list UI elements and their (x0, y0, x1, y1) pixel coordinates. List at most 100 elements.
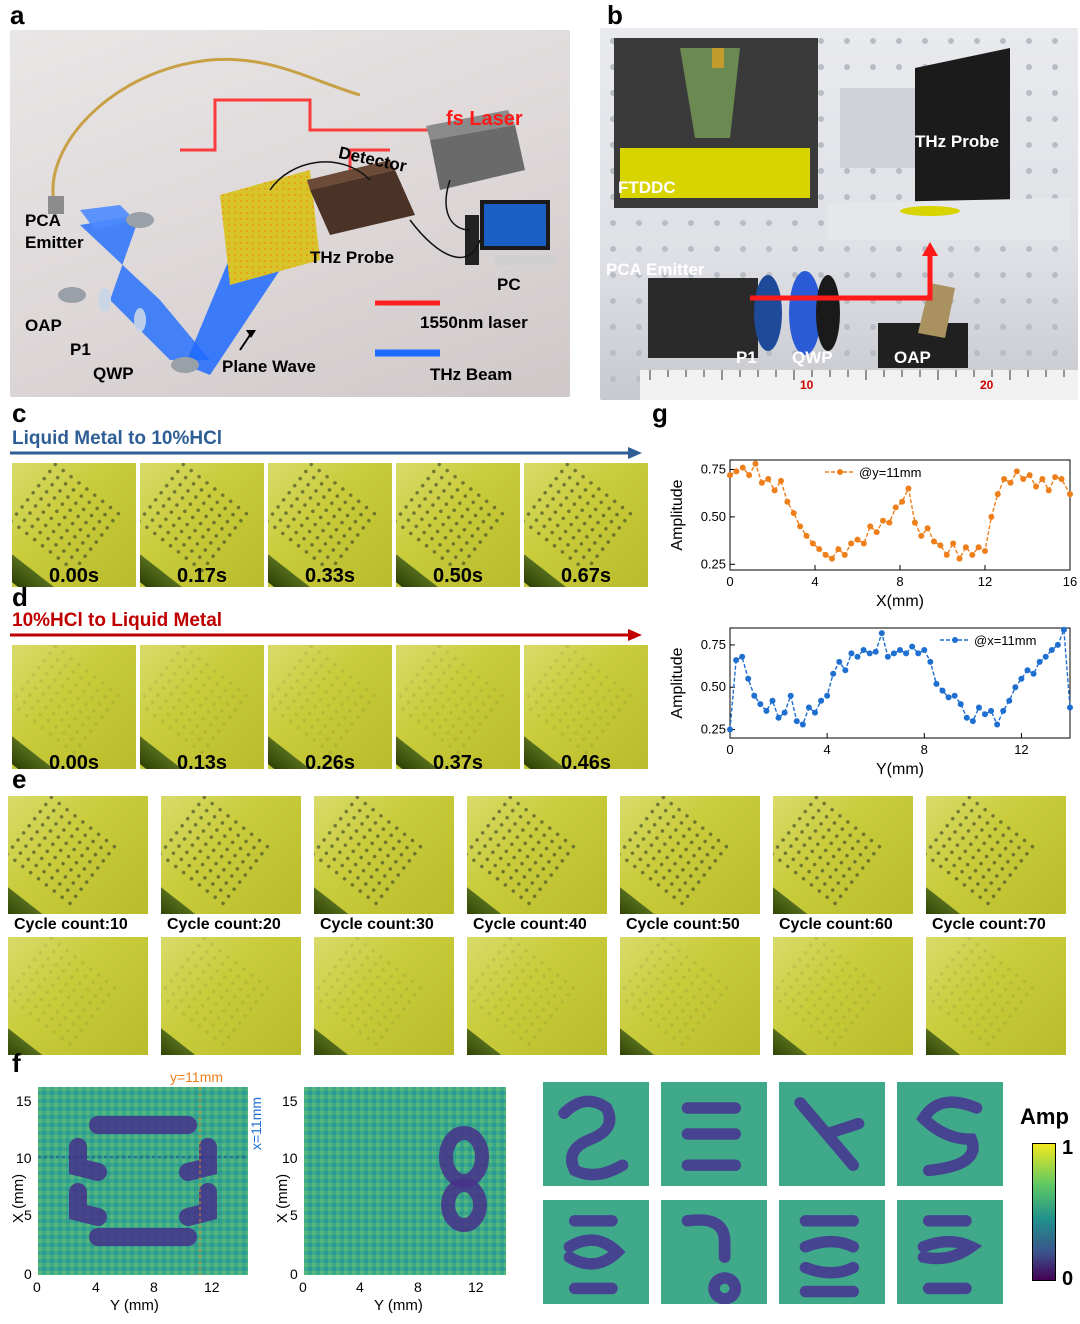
ruler-mark-20: 20 (980, 378, 994, 392)
data-point (1026, 472, 1033, 479)
hm2-ytick-5: 5 (290, 1207, 298, 1223)
data-point (905, 485, 912, 492)
data-point (1018, 675, 1025, 682)
data-point (880, 517, 886, 524)
digit-heatmap (779, 1200, 885, 1304)
plot-frame (729, 627, 1071, 739)
row-d-frame (140, 645, 264, 769)
hm1-ytick-5: 5 (24, 1207, 32, 1223)
heatmap1-xlabel: Y (mm) (110, 1297, 159, 1314)
panel-c-title: Liquid Metal to 10%HCl (12, 428, 223, 449)
data-point (1024, 667, 1031, 674)
data-point (818, 697, 825, 704)
data-point (915, 650, 922, 657)
x-tick-label: 16 (1063, 574, 1077, 589)
heatmap-partial (304, 1087, 506, 1275)
data-point (860, 647, 867, 653)
digit-heatmap (779, 1082, 885, 1186)
data-point (1012, 684, 1019, 691)
panel-d-time-label: 0.13s (176, 752, 228, 774)
data-point (778, 477, 784, 484)
x-tick-label: 8 (921, 742, 928, 757)
qwp-label-b: QWP (792, 348, 833, 367)
panel-d-time-label: 0.26s (304, 752, 356, 774)
digit-heatmap (543, 1082, 649, 1186)
p1-label: P1 (70, 340, 91, 359)
data-point (866, 650, 873, 657)
colorbar (1032, 1143, 1056, 1281)
data-point (1006, 697, 1013, 704)
plane-wave-label: Plane Wave (222, 357, 316, 376)
data-point (763, 707, 770, 714)
y-axis-label: Amplitude (669, 479, 686, 550)
heatmap2-xlabel: Y (mm) (374, 1297, 423, 1314)
data-point (1052, 474, 1059, 481)
data-point (975, 704, 982, 711)
data-point (918, 532, 925, 539)
data-point (927, 658, 934, 665)
data-point (854, 653, 861, 660)
data-point (975, 544, 982, 551)
cycle-frame-empty (8, 937, 148, 1055)
pca-emitter-label-b: PCA Emitter (606, 260, 705, 279)
data-point (860, 540, 867, 547)
cycle-frame-empty (773, 937, 913, 1055)
data-point (1067, 704, 1073, 711)
cycle-count-label: Cycle count:70 (932, 916, 1046, 933)
y-tick-label: 0.25 (701, 556, 726, 571)
data-point (956, 555, 963, 562)
data-point (957, 701, 964, 708)
hm2-xtick-8: 8 (414, 1279, 422, 1295)
panel-label-b: b (607, 0, 623, 30)
y-tick-label: 0.25 (701, 722, 726, 737)
data-point (867, 523, 874, 530)
y-tick-label: 0.75 (701, 637, 726, 652)
cycle-frame-filled (161, 796, 301, 914)
hm1-xtick-8: 8 (150, 1279, 158, 1295)
x-marker-label: x=11mm (248, 1096, 264, 1150)
data-point (945, 694, 952, 701)
panel-label-a: a (10, 0, 25, 30)
data-point (939, 687, 946, 694)
data-point (1054, 641, 1061, 648)
panel-c-time-label: 0.50s (432, 565, 484, 587)
y-marker-label: y=11mm (170, 1069, 224, 1085)
panel-c-time-label: 0.33s (304, 565, 356, 587)
data-point (903, 650, 910, 657)
pc-label: PC (497, 275, 521, 294)
data-point (765, 475, 772, 482)
data-point (751, 692, 758, 699)
data-point (816, 546, 823, 553)
data-point (994, 491, 1001, 498)
cycle-count-label: Cycle count:40 (473, 916, 587, 933)
hm1-ytick-15: 15 (16, 1093, 32, 1109)
hm2-xtick-12: 12 (468, 1279, 484, 1295)
data-point (886, 519, 893, 526)
legend-beam-label: THz Beam (430, 365, 513, 384)
cycle-count-label: Cycle count:20 (167, 916, 281, 933)
data-point (835, 546, 842, 553)
y-tick-label: 0.75 (701, 461, 726, 476)
row-c-frame (396, 463, 520, 587)
colorbar-max: 1 (1062, 1137, 1074, 1159)
ruler-mark-10: 10 (800, 378, 814, 392)
data-point (727, 726, 733, 733)
legend-laser-label: 1550nm laser (420, 313, 528, 332)
data-point (803, 532, 810, 539)
panel-d-title: 10%HCl to Liquid Metal (12, 610, 223, 631)
data-point (892, 504, 899, 511)
data-point (830, 670, 837, 677)
panel-label-e: e (12, 764, 27, 794)
row-c-frame (524, 463, 648, 587)
cycle-frame-filled (8, 796, 148, 914)
data-point (854, 536, 861, 543)
data-point (951, 692, 958, 699)
data-point (1033, 483, 1039, 490)
data-point (988, 513, 995, 520)
cycle-frame-filled (620, 796, 760, 914)
data-point (1058, 475, 1065, 482)
digit-heatmap (897, 1082, 1003, 1186)
x-tick-label: 12 (1014, 742, 1028, 757)
data-point (812, 709, 818, 716)
data-point (1042, 653, 1049, 660)
